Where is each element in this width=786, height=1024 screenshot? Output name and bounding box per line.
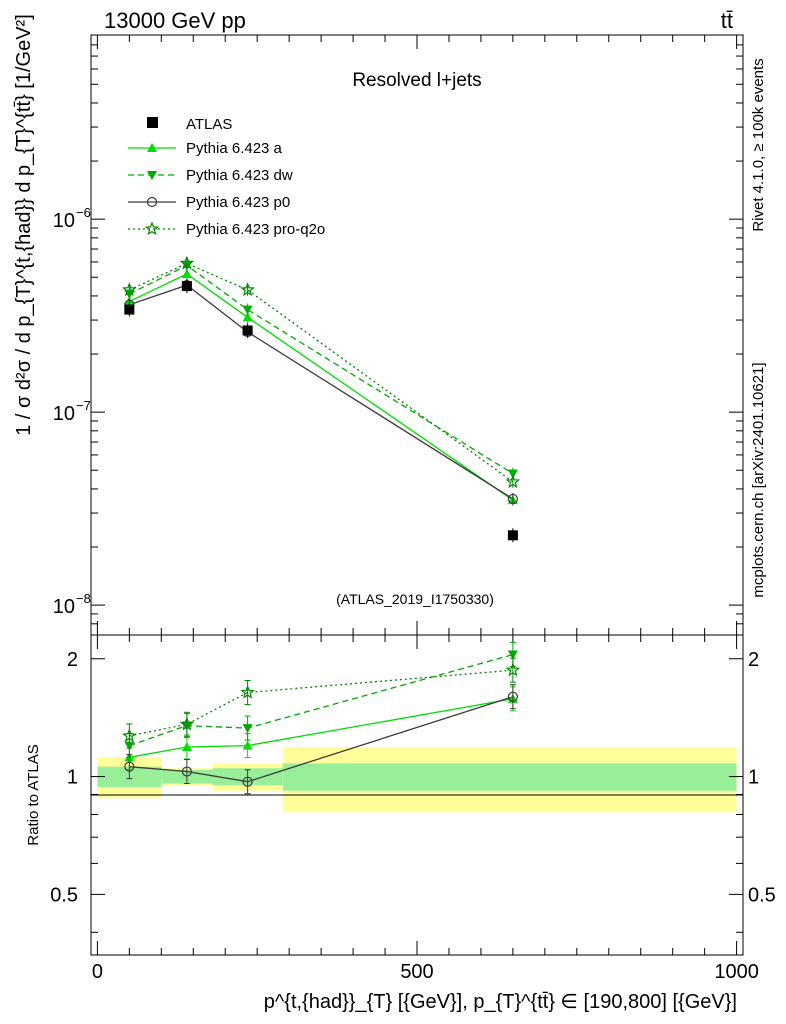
legend-label-1: Pythia 6.423 dw [186,167,293,184]
data-point-1 [181,281,192,292]
ratio-line-1 [129,653,514,747]
main-ytick-label-2: 10 [53,210,75,232]
legend-marker-0 [147,143,157,152]
main-ytick-exp-1: −7 [76,398,91,413]
main-ytick-label-0: 10 [53,596,75,618]
ratio-point-2-0 [124,761,135,772]
ratio-markers [122,642,521,795]
series-point-1-2 [242,305,253,315]
ratio-lines [129,653,514,783]
data-point-0 [124,304,135,315]
ratio-point-3-2 [240,684,255,699]
x-axis-label: p^{t,{had}}_{T} [{GeV}], p_{T}^{tt̄} ∈ [… [264,991,737,1013]
ratio-line-3 [129,669,513,737]
legend-marker-3 [144,221,160,236]
ratio-point-1-2 [242,724,253,734]
legend-label-atlas: ATLAS [186,116,232,133]
x-tick-label-0: 0 [92,961,103,983]
ratio-point-1-3 [507,650,518,660]
legend-label-3: Pythia 6.423 pro-q2o [186,221,325,238]
x-tick-label-1: 500 [400,961,433,983]
ratio-point-2-2 [242,776,253,787]
ratio-point-2-1 [181,766,192,777]
legend-marker-1 [147,171,157,180]
mcplots-label: mcplots.cern.ch [arXiv:2401.10621] [750,362,767,597]
main-panel: 10−810−710−6 Resolved l+jets (ATLAS_2019… [53,34,744,636]
main-ticks: 10−810−710−6 [53,34,743,636]
rivet-version-label: Rivet 4.1.0, ≥ 100k events [750,58,767,231]
chart-title: Resolved l+jets [352,70,481,91]
ratio-point-0-1 [181,742,192,751]
ratio-y-axis-label: Ratio to ATLAS [25,744,42,845]
ratio-point-2-3 [507,691,518,702]
ratio-point-3-3 [505,662,521,677]
ratio-point-0-2 [242,740,253,750]
series-line-0 [129,273,514,501]
series-point-0-1 [181,268,192,278]
ratio-band-stat-3 [282,763,737,791]
main-y-axis-label: 1 / σ d²σ / d p_{T}^{t,{had}} d p_{T}^{t… [13,14,35,436]
main-ytick-label-1: 10 [53,403,75,425]
ratio-ytick-label-left-0: 0.5 [50,884,78,906]
ratio-point-3-1 [179,716,195,731]
ratio-point-3-0 [122,728,137,743]
ratio-ytick-label-right-0: 0.5 [748,884,776,906]
main-ytick-exp-0: −8 [76,591,91,606]
series-point-3-1 [179,255,195,270]
ratio-ytick-label-left-1: 1 [67,767,78,789]
main-ytick-exp-2: −6 [76,205,91,220]
legend-label-2: Pythia 6.423 p0 [186,194,290,211]
series-point-1-3 [507,469,518,479]
series-line-1 [129,264,514,475]
legend-label-0: Pythia 6.423 a [186,140,283,157]
series-line-3 [129,262,514,483]
legend: ATLAS Pythia 6.423 a Pythia 6.423 dw Pythi… [128,116,325,238]
series-line-2 [129,284,514,500]
x-tick-labels: 0 500 1000 [92,961,759,983]
ratio-line-0 [129,698,514,758]
ratio-line-2 [129,696,514,783]
ratio-bands [97,747,737,813]
legend-marker-atlas [147,117,158,128]
ratio-ytick-label-left-2: 2 [67,649,78,671]
process-label: tt̄ [721,8,733,33]
x-tick-label-2: 1000 [714,961,759,983]
ratio-ytick-label-right-1: 1 [748,767,759,789]
series-point-0-2 [242,312,253,322]
series-point-3-3 [505,474,521,489]
data-point-2 [242,325,253,336]
energy-label: 13000 GeV pp [104,8,246,33]
series-point-3-0 [122,282,137,297]
main-markers [122,255,521,543]
ratio-ticks: 0.5 0.5 1 1 2 2 [50,635,776,955]
main-lines [129,262,514,501]
data-point-3 [507,530,518,541]
ratio-ytick-label-right-2: 2 [748,649,759,671]
analysis-id: (ATLAS_2019_I1750330) [336,591,494,607]
series-point-3-2 [240,282,255,297]
legend-marker-2 [146,196,158,208]
ratio-panel: 0.5 0.5 1 1 2 2 [50,634,776,956]
series-point-2-3 [507,493,518,505]
